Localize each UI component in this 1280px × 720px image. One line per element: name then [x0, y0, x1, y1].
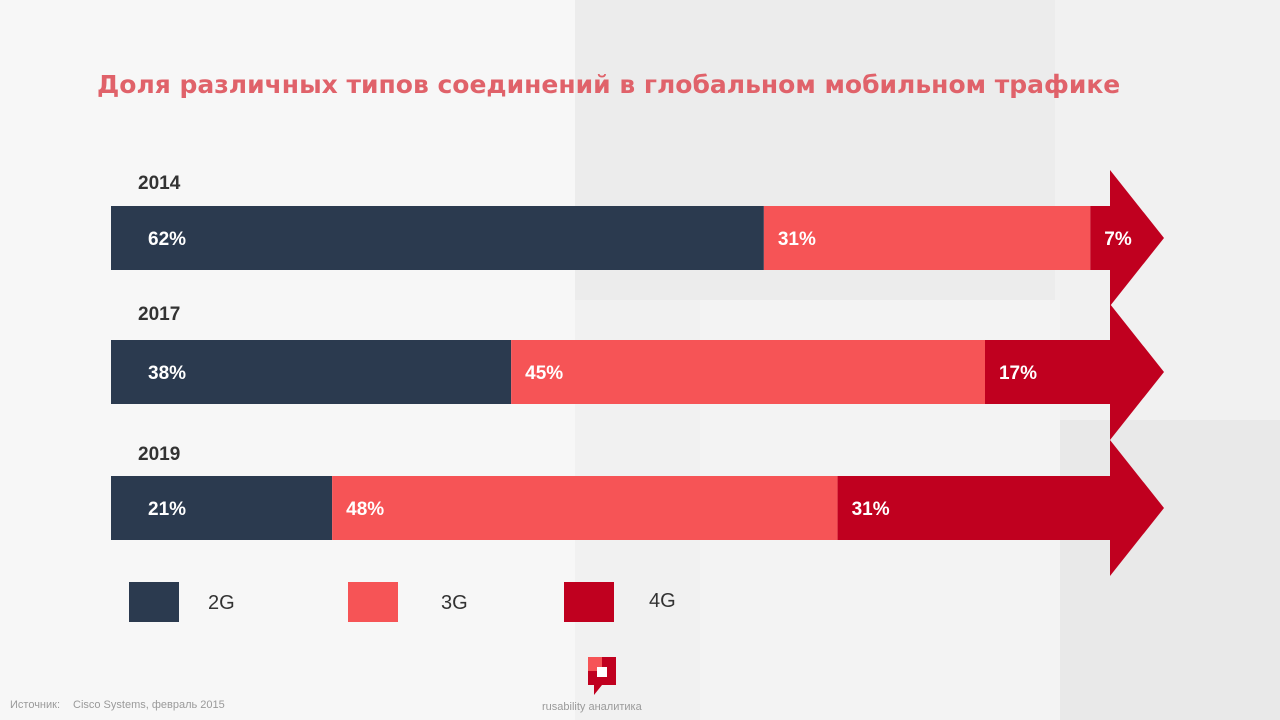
legend-label-2g: 2G [208, 592, 235, 614]
data-label-4g-2014: 7% [1104, 229, 1132, 250]
year-label-2014: 2014 [138, 173, 181, 194]
background-panel [1060, 420, 1280, 720]
arrow-head-2017 [1110, 304, 1164, 440]
data-label-3g-2019: 48% [346, 499, 384, 520]
legend-label-3g: 3G [441, 592, 468, 614]
data-label-4g-2017: 17% [999, 363, 1037, 384]
rusability-logo-icon [588, 657, 616, 695]
bar-segment-4g-2019 [837, 476, 1110, 540]
data-label-3g-2017: 45% [525, 363, 563, 384]
legend-swatch-4g [564, 582, 614, 622]
legend-swatch-2g [129, 582, 179, 622]
data-label-3g-2014: 31% [778, 229, 816, 250]
year-label-2019: 2019 [138, 444, 180, 465]
legend-label-4g: 4G [649, 590, 676, 612]
arrow-head-2014 [1110, 170, 1164, 306]
arrow-head-2019 [1110, 440, 1164, 576]
bar-segment-3g-2014 [763, 206, 1091, 270]
source-label: Источник: [10, 699, 61, 711]
bar-segment-2g-2017 [111, 340, 512, 404]
source-text: Cisco Systems, февраль 2015 [73, 699, 225, 711]
bar-segment-4g-2014 [1090, 206, 1110, 270]
bar-segment-4g-2017 [984, 340, 1110, 404]
bar-segment-3g-2017 [511, 340, 985, 404]
data-label-2g-2019: 21% [148, 499, 186, 520]
data-label-4g-2019: 31% [852, 499, 890, 520]
year-label-2017: 2017 [138, 304, 180, 325]
chart-title: Доля различных типов соединений в глобал… [97, 70, 1121, 99]
data-label-2g-2014: 62% [148, 229, 186, 250]
legend-swatch-3g [348, 582, 398, 622]
bar-segment-2g-2014 [111, 206, 764, 270]
bar-segment-2g-2019 [111, 476, 333, 540]
data-label-2g-2017: 38% [148, 363, 186, 384]
brand-label: rusability аналитика [542, 701, 642, 713]
bar-segment-3g-2019 [332, 476, 838, 540]
